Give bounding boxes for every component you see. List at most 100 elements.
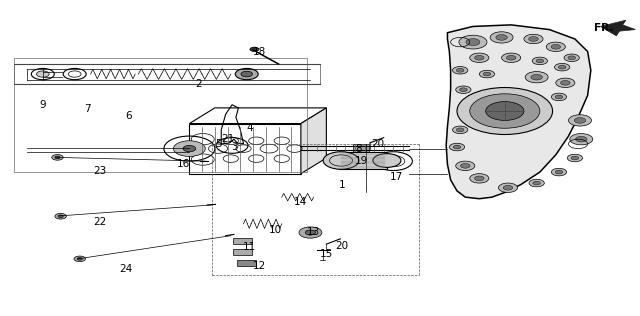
Circle shape [506, 55, 516, 60]
Circle shape [453, 145, 461, 149]
Circle shape [461, 163, 470, 168]
Text: 7: 7 [84, 105, 91, 114]
Circle shape [499, 183, 518, 192]
Circle shape [502, 53, 521, 63]
Circle shape [555, 95, 563, 99]
Circle shape [456, 128, 464, 132]
Circle shape [574, 118, 586, 123]
Circle shape [532, 57, 547, 65]
Circle shape [452, 126, 468, 134]
Circle shape [525, 71, 548, 83]
Text: 14: 14 [294, 197, 307, 207]
Circle shape [564, 54, 579, 62]
Circle shape [529, 37, 538, 41]
Circle shape [551, 168, 566, 176]
Text: 19: 19 [355, 156, 368, 166]
Text: 15: 15 [320, 248, 333, 258]
Circle shape [373, 154, 401, 167]
Circle shape [470, 174, 489, 183]
Circle shape [470, 94, 540, 128]
Text: 17: 17 [390, 172, 403, 182]
Circle shape [55, 213, 67, 219]
Circle shape [52, 155, 63, 160]
Circle shape [305, 230, 316, 235]
Circle shape [299, 227, 322, 238]
Text: 9: 9 [40, 100, 46, 110]
Circle shape [554, 64, 570, 71]
Circle shape [568, 56, 575, 60]
Text: 20: 20 [371, 139, 384, 149]
Text: 5: 5 [215, 139, 221, 149]
Circle shape [551, 93, 566, 101]
Circle shape [457, 88, 552, 135]
Circle shape [571, 156, 579, 160]
Circle shape [474, 176, 484, 181]
Bar [353, 143, 369, 152]
Circle shape [323, 152, 359, 169]
Text: 22: 22 [93, 217, 107, 227]
Bar [339, 152, 387, 169]
Circle shape [241, 71, 252, 77]
Bar [237, 260, 256, 266]
Circle shape [490, 32, 513, 43]
Circle shape [77, 258, 83, 260]
Polygon shape [446, 25, 591, 199]
Circle shape [479, 70, 495, 78]
Circle shape [567, 154, 582, 162]
Circle shape [531, 74, 542, 80]
Circle shape [474, 55, 484, 60]
Circle shape [556, 78, 575, 88]
Circle shape [503, 185, 513, 190]
Circle shape [496, 34, 508, 40]
Text: 13: 13 [307, 227, 320, 237]
Circle shape [558, 65, 566, 69]
Text: 8: 8 [355, 143, 362, 154]
Circle shape [529, 179, 544, 187]
Text: 4: 4 [246, 123, 253, 133]
Text: 6: 6 [125, 111, 132, 121]
Circle shape [536, 59, 543, 63]
Text: 3: 3 [230, 142, 237, 152]
Circle shape [561, 81, 570, 85]
Circle shape [456, 86, 471, 94]
Circle shape [546, 42, 565, 52]
Polygon shape [600, 20, 636, 36]
Text: 1: 1 [339, 179, 346, 190]
Polygon shape [301, 108, 326, 174]
Text: 16: 16 [177, 159, 189, 169]
Circle shape [183, 145, 196, 152]
Circle shape [555, 170, 563, 174]
Circle shape [459, 35, 487, 49]
Circle shape [533, 181, 540, 185]
Circle shape [36, 71, 49, 77]
Circle shape [449, 143, 465, 151]
Circle shape [575, 137, 587, 142]
Circle shape [551, 45, 561, 49]
Circle shape [74, 256, 86, 262]
Circle shape [250, 47, 259, 52]
Circle shape [452, 67, 468, 74]
Circle shape [483, 72, 491, 76]
Bar [233, 249, 252, 255]
Text: 24: 24 [119, 264, 132, 274]
Text: 18: 18 [253, 46, 266, 57]
Circle shape [456, 69, 464, 72]
Text: 10: 10 [269, 225, 282, 235]
Text: FR.: FR. [594, 23, 613, 33]
Circle shape [460, 88, 467, 92]
Circle shape [55, 156, 60, 159]
Circle shape [470, 53, 489, 63]
Circle shape [466, 39, 480, 46]
Circle shape [173, 141, 205, 156]
Text: 12: 12 [253, 261, 266, 271]
Circle shape [456, 161, 475, 171]
Circle shape [486, 102, 524, 120]
Circle shape [524, 34, 543, 44]
Text: 2: 2 [196, 79, 202, 89]
Text: 11: 11 [243, 242, 257, 252]
Text: 20: 20 [336, 241, 349, 251]
Text: 21: 21 [221, 134, 234, 144]
Circle shape [570, 134, 593, 145]
Circle shape [236, 69, 258, 80]
Text: 23: 23 [93, 166, 107, 175]
